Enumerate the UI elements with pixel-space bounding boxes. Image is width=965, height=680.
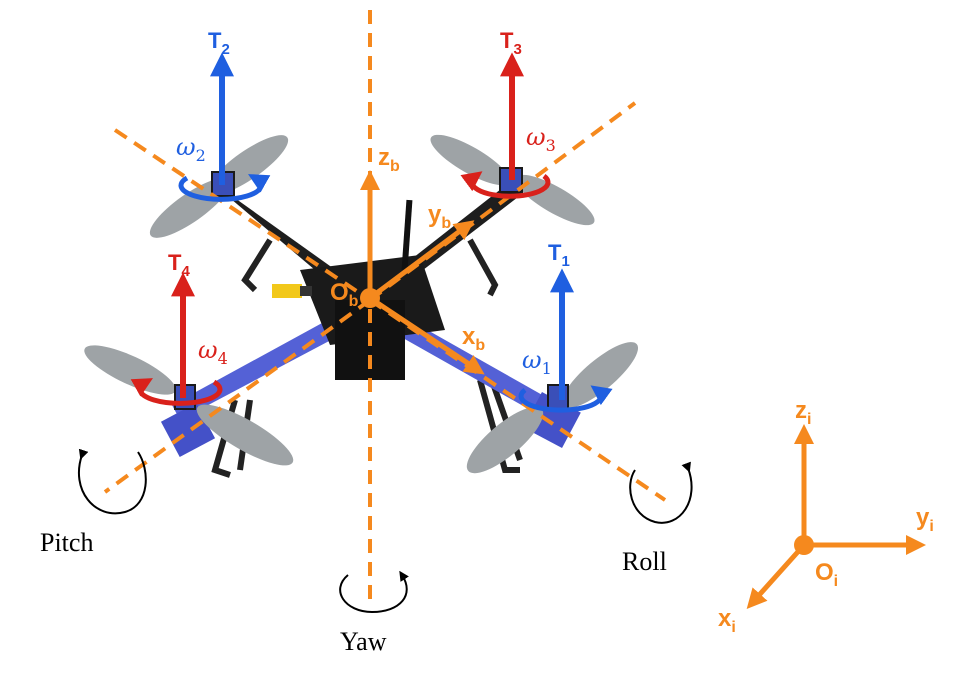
rotor-rotations [130, 171, 613, 413]
inertial-x-label: xi [718, 605, 736, 636]
thrust-label-3: T3 [500, 28, 522, 58]
body-origin-dot [360, 288, 380, 308]
inertial-origin-dot [794, 535, 814, 555]
omega-label-2: ω2 [176, 133, 206, 165]
rotation-indicators [77, 448, 693, 614]
rotor-rotation-3 [460, 171, 551, 199]
body-origin-label: Ob [330, 279, 359, 310]
omega-label-4: ω4 [198, 336, 228, 368]
omega-label-3: ω3 [526, 123, 556, 155]
thrust-label-2: T2 [208, 28, 230, 58]
rotor-rotation-4 [130, 378, 223, 406]
body-y-axis [368, 220, 475, 301]
inertial-x-axis [746, 543, 806, 609]
rotor-rotation-2 [178, 174, 271, 202]
body-x-label: xb [462, 323, 485, 354]
roll-rotation-arrow [629, 461, 693, 524]
roll-label: Roll [622, 547, 667, 576]
pitch-axis-line [113, 128, 372, 302]
thrust-label-1: T1 [548, 240, 570, 270]
inertial-y-label: yi [916, 504, 934, 535]
pitch-rotation-arrow [77, 448, 147, 515]
body-x-axis [368, 295, 485, 375]
diag-axis-line-lower [103, 298, 372, 494]
pitch-label: Pitch [40, 528, 93, 557]
thrust-label-4: T4 [168, 250, 190, 280]
inertial-frame [746, 424, 926, 609]
body-z-label: zb [378, 144, 400, 175]
yaw-rotation-arrow [339, 570, 409, 614]
thrust-arrows [171, 52, 574, 400]
body-frame [360, 170, 485, 375]
omega-label-1: ω1 [522, 346, 552, 378]
inertial-z-label: zi [795, 397, 811, 428]
rotor-rotation-1 [518, 385, 613, 413]
yaw-label: Yaw [340, 627, 387, 656]
body-y-label: yb [428, 201, 451, 232]
inertial-origin-label: Oi [815, 559, 838, 590]
